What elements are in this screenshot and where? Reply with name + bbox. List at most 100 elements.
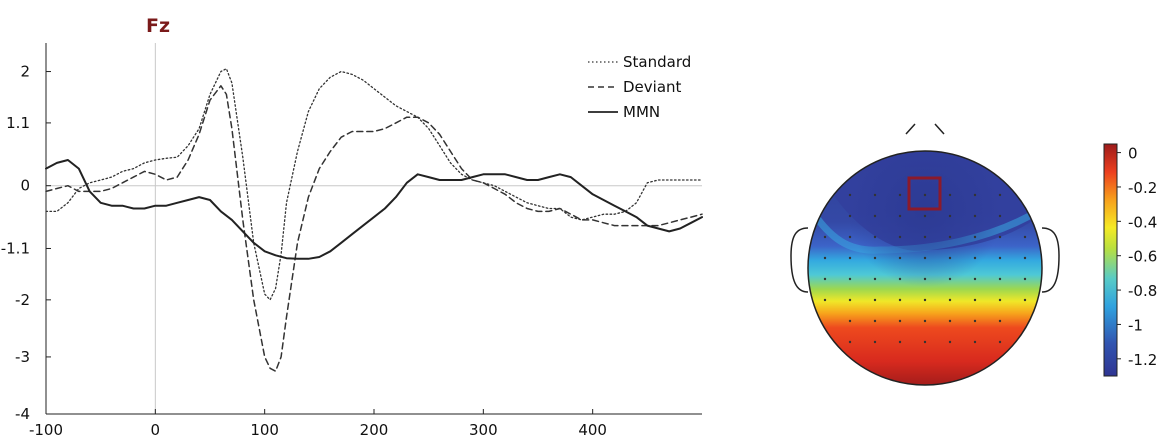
y-tick-label: -1.1 [1, 239, 30, 257]
y-tick-label: -2 [15, 291, 30, 309]
electrode-dot [998, 235, 1002, 239]
legend: Standard Deviant MMN [588, 53, 691, 121]
electrode-dot [873, 193, 877, 197]
colorbar-tick-label: -1 [1128, 316, 1143, 334]
electrode-dot [898, 214, 902, 218]
legend-label-deviant: Deviant [623, 78, 682, 96]
electrode-dot [898, 319, 902, 323]
electrode-dot [848, 298, 852, 302]
electrode-dot [948, 340, 952, 344]
electrode-dot [998, 277, 1002, 281]
electrode-grid [823, 193, 1027, 344]
x-tick-label: 100 [250, 421, 279, 439]
y-ticks: 2 1.1 0 -1.1 -2 -3 -4 [1, 63, 51, 423]
colorbar-tick-label: -0.8 [1128, 282, 1157, 300]
x-tick-label: 400 [578, 421, 607, 439]
electrode-dot [998, 214, 1002, 218]
head-nose [905, 123, 945, 135]
electrode-dot [873, 235, 877, 239]
electrode-dot [948, 298, 952, 302]
electrode-dot [848, 277, 852, 281]
electrode-dot [923, 193, 927, 197]
electrode-dot [923, 214, 927, 218]
highlight-electrode-fz [907, 176, 942, 211]
y-tick-label: 2 [20, 63, 30, 81]
electrode-dot [973, 277, 977, 281]
head-right-ear [1041, 227, 1060, 293]
electrode-dot [873, 319, 877, 323]
electrode-dot [848, 340, 852, 344]
y-tick-label: -3 [15, 348, 30, 366]
electrode-dot [1023, 298, 1027, 302]
electrode-dot [948, 235, 952, 239]
x-ticks: -100 0 100 200 300 400 [29, 409, 607, 439]
electrode-dot [998, 319, 1002, 323]
electrode-dot [898, 340, 902, 344]
electrode-dot [873, 277, 877, 281]
electrode-dot [923, 277, 927, 281]
electrode-dot [873, 214, 877, 218]
electrode-dot [973, 298, 977, 302]
chart-title: Fz [146, 15, 170, 37]
electrode-dot [898, 235, 902, 239]
electrode-dot [973, 235, 977, 239]
colorbar-ticks: 0 -0.2 -0.4 -0.6 -0.8 -1 -1.2 [1117, 145, 1157, 369]
colorbar-tick-label: -0.2 [1128, 179, 1157, 197]
electrode-dot [998, 298, 1002, 302]
y-tick-label: -4 [15, 405, 30, 423]
y-tick-label: 1.1 [6, 114, 30, 132]
colorbar: 0 -0.2 -0.4 -0.6 -0.8 -1 -1.2 [1103, 143, 1157, 377]
electrode-dot [973, 214, 977, 218]
x-tick-label: -100 [29, 421, 63, 439]
electrode-dot [873, 298, 877, 302]
electrode-dot [948, 193, 952, 197]
electrode-dot [948, 256, 952, 260]
electrode-dot [873, 256, 877, 260]
electrode-dot [948, 319, 952, 323]
series-line-mmn [45, 159, 703, 260]
electrode-dot [998, 256, 1002, 260]
electrode-dot [973, 319, 977, 323]
series-lines [45, 68, 703, 372]
electrode-dot [898, 277, 902, 281]
legend-label-standard: Standard [623, 53, 691, 71]
electrode-dot [848, 235, 852, 239]
erp-chart: Fz -100 0 100 200 300 400 2 1.1 0 -1.1 -2 -3 -4 Sta… [1, 15, 703, 439]
electrode-dot [898, 298, 902, 302]
head-outline [807, 150, 1043, 386]
electrode-dot [948, 277, 952, 281]
electrode-dot [923, 298, 927, 302]
electrode-dot [1023, 256, 1027, 260]
electrode-dot [848, 214, 852, 218]
colorbar-tick-label: -1.2 [1128, 351, 1157, 369]
electrode-dot [998, 193, 1002, 197]
colorbar-scale [1103, 143, 1118, 377]
electrode-dot [923, 235, 927, 239]
electrode-dot [923, 319, 927, 323]
electrode-dot [848, 193, 852, 197]
electrode-dot [873, 340, 877, 344]
legend-label-mmn: MMN [623, 103, 660, 121]
electrode-dot [823, 277, 827, 281]
topographic-map: 0 -0.2 -0.4 -0.6 -0.8 -1 -1.2 [790, 123, 1157, 386]
colorbar-tick-label: -0.6 [1128, 248, 1157, 266]
series-line-deviant [45, 85, 703, 372]
electrode-dot [823, 256, 827, 260]
x-tick-label: 300 [469, 421, 498, 439]
electrode-dot [973, 193, 977, 197]
colorbar-tick-label: -0.4 [1128, 213, 1157, 231]
electrode-dot [1023, 277, 1027, 281]
electrode-dot [973, 256, 977, 260]
electrode-dot [848, 256, 852, 260]
electrode-dot [923, 340, 927, 344]
electrode-dot [998, 340, 1002, 344]
electrode-dot [848, 319, 852, 323]
x-tick-label: 0 [151, 421, 161, 439]
electrode-dot [898, 193, 902, 197]
electrode-dot [823, 235, 827, 239]
electrode-dot [898, 256, 902, 260]
electrode-dot [823, 298, 827, 302]
electrode-dot [973, 340, 977, 344]
electrode-dot [923, 256, 927, 260]
